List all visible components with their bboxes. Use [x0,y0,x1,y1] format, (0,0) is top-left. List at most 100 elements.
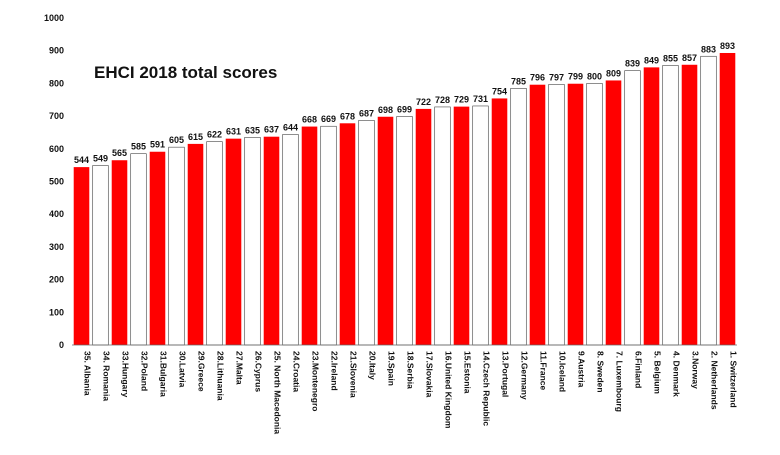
x-category-label: 8. Sweden [596,351,606,393]
x-category-label: 29.Greece [197,351,207,392]
chart-title: EHCI 2018 total scores [94,63,277,82]
x-category-label: 15.Estonia [463,351,473,394]
bar-3-norway [681,64,698,346]
bar-value-label: 699 [397,104,412,114]
bar-35-albania [73,167,90,345]
value-labels-group: 544 549 565 585 591 605 615 622 631 635 637 644 668 6… [74,41,735,165]
x-category-label: 20.Italy [368,351,378,380]
bar-value-label: 800 [587,71,602,81]
x-category-label: 5. Belgium [653,351,663,394]
bar-value-label: 565 [112,148,127,158]
bar-15-estonia [453,106,470,345]
y-tick-label: 600 [49,144,64,154]
x-category-label: 3.Norway [691,351,701,389]
bar-4-denmark [662,65,679,346]
bar-value-label: 731 [473,94,488,104]
bar-30-latvia [168,146,185,346]
bar-value-label: 754 [492,86,507,96]
x-category-label: 14.Czech Republic [482,351,492,426]
bar-12-germany [510,88,527,346]
x-category-label: 4. Denmark [672,351,682,397]
bar-value-label: 796 [530,73,545,83]
bar-value-label: 669 [321,114,336,124]
bar-5-belgium [643,67,660,345]
x-category-label: 35. Albania [83,351,93,396]
bar-value-label: 883 [701,44,716,54]
bar-2-netherlands [700,55,717,346]
bar-26-cyprus [244,137,261,346]
x-category-label: 16.United Kingdom [444,351,454,429]
x-category-label: 30.Latvia [178,351,188,388]
x-category-label: 13.Portugal [501,351,511,397]
bar-value-label: 799 [568,72,583,82]
bar-11-france [529,84,546,345]
x-category-label: 22.Ireland [330,351,340,391]
x-category-label: 24.Croatia [292,351,302,392]
bar-value-label: 893 [720,41,735,51]
x-axis-labels: 35. Albania 34. Romania 33.Hungary 32.Polan… [83,351,739,434]
x-category-label: 33.Hungary [121,351,131,398]
y-tick-label: 100 [49,307,64,317]
bar-20-italy [358,120,375,346]
y-tick-label: 1000 [44,13,64,23]
bar-value-label: 687 [359,108,374,118]
bar-1-switzerland [719,52,736,345]
bar-10-iceland [548,84,565,346]
x-category-label: 7. Luxembourg [615,351,625,412]
x-category-label: 28.Lithuania [216,351,226,401]
bar-value-label: 644 [283,122,298,132]
y-tick-label: 200 [49,275,64,285]
bar-28-lithuania [206,141,223,346]
x-category-label: 31.Bulgaria [159,351,169,397]
x-category-label: 19.Spain [387,351,397,386]
bar-value-label: 809 [606,68,621,78]
bar-29-greece [187,143,204,345]
bar-value-label: 729 [454,95,469,105]
bar-value-label: 678 [340,111,355,121]
x-category-label: 32.Poland [140,351,150,391]
bar-value-label: 849 [644,55,659,65]
bar-31-bulgaria [149,151,166,345]
x-category-label: 1. Switzerland [729,351,739,408]
bar-value-label: 549 [93,153,108,163]
bar-value-label: 622 [207,130,222,140]
bar-8-sweden [586,83,603,346]
bar-value-label: 839 [625,59,640,69]
y-tick-label: 700 [49,111,64,121]
bar-value-label: 591 [150,140,165,150]
bar-24-croatia [282,134,299,346]
bar-19-spain [377,116,394,345]
y-tick-label: 400 [49,209,64,219]
bar-value-label: 698 [378,105,393,115]
bar-27-malta [225,138,242,345]
y-tick-label: 800 [49,78,64,88]
bar-value-label: 722 [416,97,431,107]
bar-34-romania [92,165,109,346]
x-category-label: 27.Malta [235,351,245,385]
x-category-label: 9.Austria [577,351,587,388]
x-category-label: 2. Netherlands [710,351,720,410]
x-category-label: 21.Slovenia [349,351,359,398]
bar-17-slovakia [415,108,432,345]
bar-value-label: 637 [264,125,279,135]
bar-13-portugal [491,98,508,345]
bar-18-serbia [396,116,413,346]
bar-value-label: 857 [682,53,697,63]
bars-group [72,52,737,346]
bar-value-label: 605 [169,135,184,145]
x-category-label: 11.France [539,351,549,390]
bar-value-label: 635 [245,125,260,135]
x-category-label: 18.Serbia [406,351,416,389]
x-category-label: 6.Finland [634,351,644,388]
bar-value-label: 544 [74,155,89,165]
bar-25-north-macedonia [263,136,280,345]
bar-23-montenegro [301,126,318,346]
y-tick-label: 500 [49,177,64,187]
y-tick-label: 0 [59,340,64,350]
bar-22-ireland [320,125,337,346]
x-category-label: 12.Germany [520,351,530,400]
bar-value-label: 631 [226,127,241,137]
bar-16-united-kingdom [434,106,451,346]
bar-7-luxembourg [605,80,622,345]
